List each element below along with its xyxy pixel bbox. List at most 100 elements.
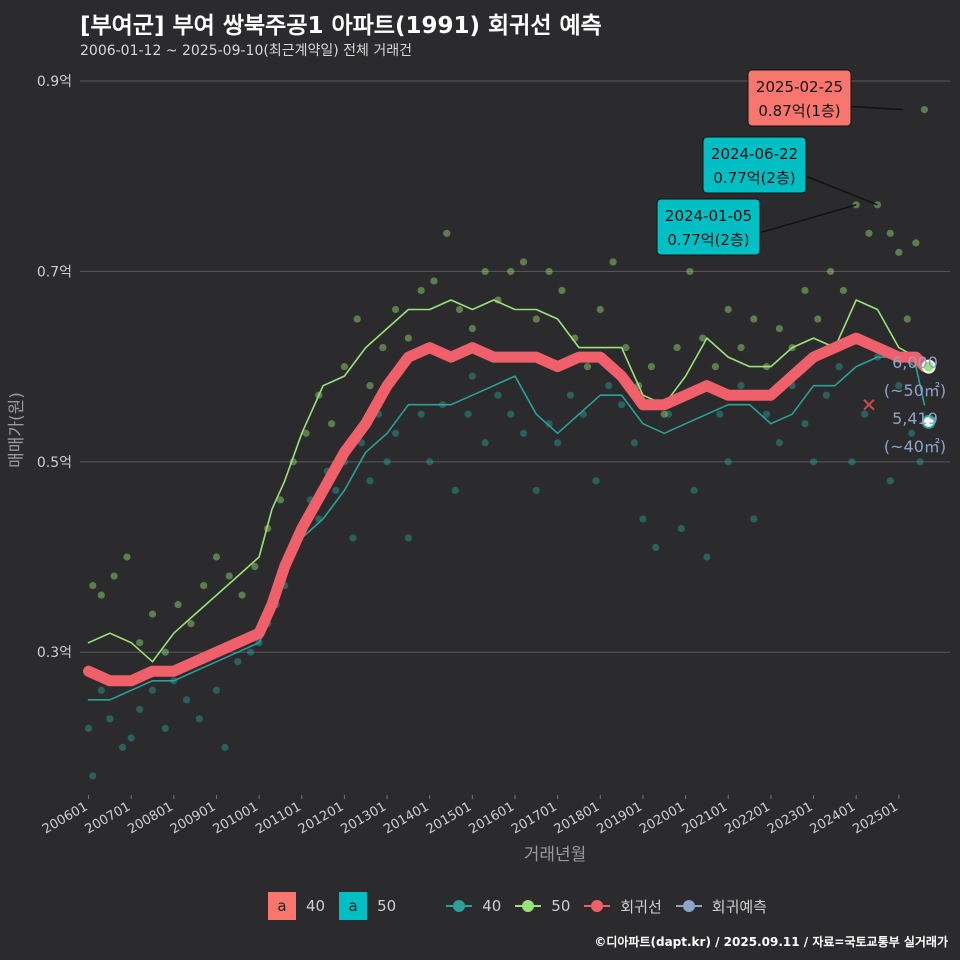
scatter-point-50 — [89, 581, 97, 590]
scatter-point-40 — [724, 458, 732, 466]
x-axis-title: 거래년월 — [524, 845, 587, 865]
scatter-point-50 — [558, 286, 566, 295]
x-tick-label: 201201 — [296, 799, 346, 837]
forecast-area-50: (~50㎡) — [884, 381, 946, 400]
scatter-point-40 — [630, 439, 639, 447]
scatter-point-50 — [123, 553, 131, 561]
source-credit: ©디아파트(dapt.kr) / 2025.09.11 / 자료=국토교통부 실… — [594, 935, 948, 949]
scatter-point-50 — [507, 267, 515, 276]
scatter-point-40 — [895, 382, 903, 390]
scatter-point-50 — [724, 305, 732, 314]
callout-date: 2024-06-22 — [711, 145, 798, 163]
legend-label: 40 — [306, 897, 326, 915]
scatter-point-40 — [161, 724, 169, 732]
legend-label: 50 — [551, 897, 571, 915]
scatter-point-50 — [468, 324, 476, 333]
scatter-point-40 — [519, 429, 528, 437]
scatter-point-50 — [328, 420, 336, 428]
callout-leader — [797, 172, 878, 206]
scatter-point-40 — [97, 686, 105, 694]
legend-swatch-red: a — [268, 892, 296, 920]
scatter-point-40 — [464, 410, 472, 418]
scatter-point-40 — [366, 477, 374, 485]
legend-line-swatch — [675, 897, 702, 915]
scatter-point-40 — [404, 534, 412, 542]
scatter-point-50 — [839, 286, 847, 295]
scatter-point-50 — [340, 363, 349, 371]
scatter-point-40 — [507, 410, 515, 418]
scatter-point-50 — [136, 639, 144, 647]
callout-value: 0.77억(2층) — [713, 169, 795, 187]
series-line-40 — [87, 356, 926, 701]
scatter-point-40 — [886, 477, 894, 485]
x-tick-label: 201601 — [467, 799, 517, 837]
scatter-point-40 — [246, 648, 255, 656]
x-tick-label: 202001 — [637, 799, 687, 837]
y-tick-label: 0.3억 — [37, 645, 72, 661]
scatter-point-40 — [605, 382, 613, 390]
scatter-point-50 — [673, 343, 681, 352]
scatter-point-40 — [750, 515, 758, 523]
scatter-point-50 — [481, 267, 489, 276]
scatter-point-40 — [89, 772, 97, 780]
legend-item-line-40: 40 — [446, 897, 501, 915]
scatter-point-40 — [690, 486, 698, 494]
scatter-point-50 — [366, 382, 374, 390]
scatter-point-50 — [920, 105, 929, 114]
x-tick-label: 202401 — [808, 799, 858, 837]
scatter-point-40 — [566, 391, 575, 399]
scatter-point-50 — [801, 286, 809, 295]
scatter-point-50 — [417, 286, 425, 295]
x-tick-label: 201801 — [552, 799, 602, 837]
x-tick-label: 202501 — [850, 799, 900, 837]
scatter-point-50 — [895, 248, 903, 256]
x-tick-label: 201701 — [509, 799, 559, 837]
scatter-point-50 — [379, 343, 387, 352]
scatter-point-50 — [912, 239, 920, 247]
scatter-point-40 — [677, 524, 685, 533]
scatter-point-40 — [148, 686, 157, 694]
scatter-point-50 — [699, 334, 707, 342]
scatter-point-40 — [119, 743, 127, 752]
scatter-point-40 — [763, 410, 771, 418]
scatter-point-50 — [852, 201, 860, 209]
scatter-point-50 — [622, 343, 630, 352]
x-tick-label: 201501 — [424, 799, 474, 837]
scatter-point-50 — [174, 601, 182, 609]
x-tick-label: 202101 — [680, 799, 730, 837]
scatter-point-50 — [187, 620, 195, 628]
scatter-point-50 — [737, 343, 745, 352]
scatter-point-50 — [686, 267, 694, 276]
forecast-point-40 — [921, 414, 936, 429]
scatter-point-40 — [417, 410, 425, 418]
legend: a 40 a 50 40 50 회귀선 회귀예측 — [268, 892, 781, 920]
scatter-point-40 — [383, 458, 391, 466]
scatter-point-50 — [750, 315, 758, 323]
x-tick-label: 201101 — [253, 799, 303, 837]
scatter-point-40 — [916, 458, 924, 466]
scatter-point-40 — [848, 458, 856, 466]
x-tick-label: 201301 — [339, 799, 389, 837]
x-tick-label: 201001 — [211, 799, 261, 837]
x-tick-label: 201401 — [381, 799, 431, 837]
scatter-point-40 — [716, 410, 724, 418]
legend-label: 회귀선 — [620, 897, 662, 916]
scatter-point-40 — [861, 410, 869, 418]
scatter-point-50 — [711, 363, 720, 371]
scatter-point-50 — [110, 572, 118, 580]
scatter-point-50 — [596, 305, 604, 314]
scatter-point-50 — [455, 305, 464, 314]
scatter-point-50 — [148, 610, 157, 618]
scatter-point-50 — [430, 277, 438, 285]
scatter-point-40 — [195, 715, 204, 723]
series-line-50 — [87, 299, 926, 663]
scatter-point-40 — [822, 391, 830, 399]
legend-label: 50 — [377, 897, 397, 915]
callout-leader — [751, 204, 857, 236]
y-tick-label: 0.7억 — [37, 264, 72, 280]
scatter-point-50 — [97, 591, 105, 599]
chart-title: [부여군] 부여 쌍북주공1 아파트(1991) 회귀선 예측 — [80, 13, 602, 39]
x-tick-label: 200701 — [83, 799, 133, 837]
scatter-point-40 — [136, 705, 144, 713]
